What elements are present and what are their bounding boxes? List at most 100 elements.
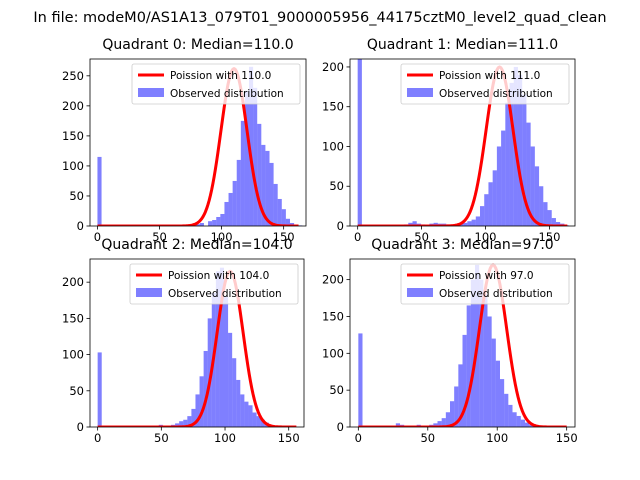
histogram-bar — [199, 376, 204, 427]
histogram-bar — [445, 412, 450, 427]
histogram-bar — [253, 87, 258, 226]
legend-fit-label: Poission with 110.0 — [170, 70, 271, 82]
histogram-bar — [220, 213, 225, 226]
subplot-quadrant-1: Quadrant 1: Median=111.0 0 50 100 150 0 50 100 1… — [322, 37, 576, 244]
x-tick-label: 50 — [152, 230, 167, 244]
histogram-bar — [454, 386, 459, 427]
histogram-bar — [208, 221, 213, 226]
histogram-bar — [495, 360, 500, 427]
histogram-bar — [487, 316, 492, 427]
histogram-bar — [257, 123, 262, 226]
y-tick-label: 150 — [62, 129, 84, 143]
histogram-bar — [551, 218, 556, 226]
histogram-bar — [470, 279, 475, 427]
histogram-bar — [479, 279, 484, 427]
histogram-bar — [285, 218, 290, 226]
histogram-bar — [433, 222, 438, 226]
histogram-bar — [501, 130, 506, 226]
histogram-bar — [483, 294, 488, 427]
histogram-bar — [475, 216, 481, 226]
histogram-bar — [216, 216, 221, 226]
histogram-bar — [269, 162, 274, 226]
x-tick-label: 0 — [355, 431, 362, 445]
histogram-bar — [219, 267, 225, 427]
legend-box — [129, 263, 299, 305]
histogram-bar — [265, 150, 270, 226]
histogram-bar — [488, 182, 493, 226]
histogram-bar — [395, 423, 400, 427]
histogram-bar — [215, 271, 220, 427]
histogram-bar — [500, 379, 505, 427]
subplot-quadrant-3: Quadrant 3: Median=97.0 0 50 100 150 0 50 100 15… — [322, 237, 578, 445]
y-tick-label: 50 — [329, 179, 344, 193]
fit-curve — [97, 269, 297, 427]
x-tick-label: 150 — [556, 431, 578, 445]
legend-hist-swatch — [407, 88, 433, 97]
plot-area — [97, 267, 297, 427]
histogram-bar — [179, 421, 184, 427]
histogram-bar — [467, 221, 472, 226]
histogram-bar — [492, 170, 497, 226]
histogram-bar — [187, 416, 192, 427]
legend-fit-label: Poission with 104.0 — [168, 270, 269, 282]
histogram-bar — [195, 394, 200, 427]
legend-hist-swatch — [138, 88, 164, 97]
subplot-quadrant-0: Quadrant 0: Median=110.0 0 50 100 150 0 50 100 1… — [62, 37, 307, 244]
histogram-bar — [484, 194, 489, 226]
y-tick-label: 150 — [322, 309, 344, 323]
histogram-bar — [462, 334, 467, 427]
histogram-bar — [547, 210, 552, 226]
histogram-bar — [512, 412, 517, 427]
histogram-bar — [249, 66, 254, 226]
x-tick-label: 150 — [278, 431, 300, 445]
y-tick-label: 200 — [62, 99, 84, 113]
fit-curve — [97, 67, 299, 226]
histogram-bar — [491, 338, 496, 427]
histogram-bar — [358, 333, 363, 427]
histogram-bar — [232, 180, 237, 226]
histogram-bar — [240, 394, 245, 427]
histogram-bar — [256, 416, 261, 427]
histogram-bar — [244, 401, 249, 427]
histogram-bar — [520, 419, 525, 427]
histogram-bar — [496, 146, 502, 226]
legend-box — [400, 263, 570, 305]
fit-curve — [358, 263, 567, 427]
legend-fit-label: Poission with 111.0 — [439, 70, 540, 82]
histogram-bar — [534, 166, 540, 226]
histogram-bar — [555, 222, 561, 226]
y-tick-label: 150 — [62, 311, 84, 325]
y-tick-label: 0 — [77, 219, 84, 233]
histogram-bar — [529, 424, 534, 427]
histogram-bar — [236, 379, 241, 427]
y-tick-label: 100 — [322, 139, 344, 153]
subplot-title: Quadrant 3: Median=97.0 — [371, 237, 553, 253]
histogram-bar — [97, 156, 102, 226]
legend-hist-swatch — [136, 288, 162, 297]
legend-hist-swatch — [407, 288, 433, 297]
histogram-bar — [195, 224, 200, 226]
x-tick-label: 100 — [486, 431, 508, 445]
legend: Poission with 110.0 Observed distribution — [131, 63, 301, 105]
plot-area — [357, 59, 569, 226]
histogram-bar — [517, 74, 523, 226]
histogram-bar — [458, 364, 463, 427]
histogram-bar — [183, 419, 188, 427]
x-tick-label: 100 — [475, 230, 497, 244]
y-tick-label: 200 — [322, 273, 344, 287]
histogram-bar — [260, 419, 265, 427]
x-tick-label: 50 — [420, 431, 435, 445]
x-tick-label: 50 — [414, 230, 429, 244]
x-tick-label: 0 — [94, 230, 101, 244]
y-tick-label: 250 — [62, 69, 84, 83]
figure-suptitle: In file: modeM0/AS1A13_079T01_9000005956… — [33, 10, 606, 26]
y-tick-label: 200 — [62, 275, 84, 289]
histogram-bar — [244, 90, 250, 226]
histogram-bar — [450, 401, 455, 427]
histogram-bar — [175, 423, 180, 427]
plot-area — [358, 263, 567, 427]
histogram-bar — [525, 422, 530, 427]
y-tick-label: 150 — [322, 100, 344, 114]
histogram-bar — [191, 408, 196, 427]
